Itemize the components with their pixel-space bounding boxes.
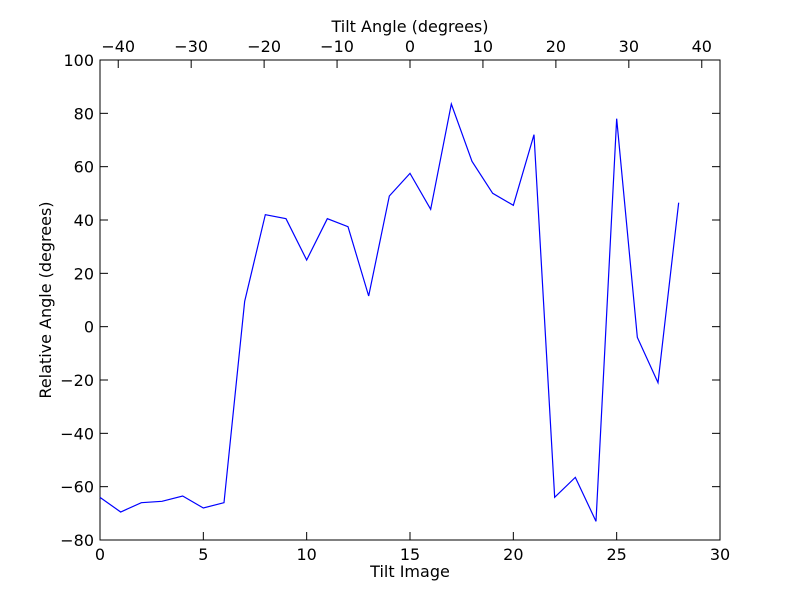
y-tick-label: 0 [84, 318, 94, 337]
y-tick-label: 80 [74, 104, 94, 123]
x2-tick-label: 40 [692, 37, 712, 56]
top-axis: −40 −30 −20 −10 0 10 20 30 40 [101, 37, 712, 68]
x2-tick-label: −40 [101, 37, 135, 56]
x-tick-label: 20 [503, 545, 523, 564]
x2-tick-label: −10 [320, 37, 354, 56]
y-tick-label: 20 [74, 264, 94, 283]
bottom-axis: 0 5 10 15 20 25 30 [95, 532, 730, 564]
x-tick-label: 15 [400, 545, 420, 564]
x-tick-label: 0 [95, 545, 105, 564]
y-tick-label: 100 [63, 51, 94, 70]
series-line [99, 101, 680, 522]
plot-frame [99, 59, 721, 541]
y-tick-label: 40 [74, 211, 94, 230]
x2-tick-label: 20 [546, 37, 566, 56]
x-tick-label: 30 [710, 545, 730, 564]
x-tick-label: 10 [296, 545, 316, 564]
x2-tick-label: −20 [247, 37, 281, 56]
left-axis: −80 −60 −40 −20 0 20 40 60 80 100 [60, 51, 720, 550]
y-axis-title: Relative Angle (degrees) [36, 201, 55, 398]
y-tick-label: 60 [74, 158, 94, 177]
x2-tick-label: 0 [405, 37, 415, 56]
x-tick-label: 5 [198, 545, 208, 564]
y-tick-label: −80 [60, 531, 94, 550]
x2-tick-label: 30 [619, 37, 639, 56]
y-tick-label: −40 [60, 424, 94, 443]
x-tick-label: 25 [606, 545, 626, 564]
x2-tick-label: 10 [473, 37, 493, 56]
y-tick-label: −20 [60, 371, 94, 390]
y-tick-label: −60 [60, 478, 94, 497]
top-axis-title: Tilt Angle (degrees) [330, 17, 488, 36]
x2-tick-label: −30 [174, 37, 208, 56]
x-axis-title: Tilt Image [369, 562, 450, 581]
plot-area [99, 59, 721, 541]
